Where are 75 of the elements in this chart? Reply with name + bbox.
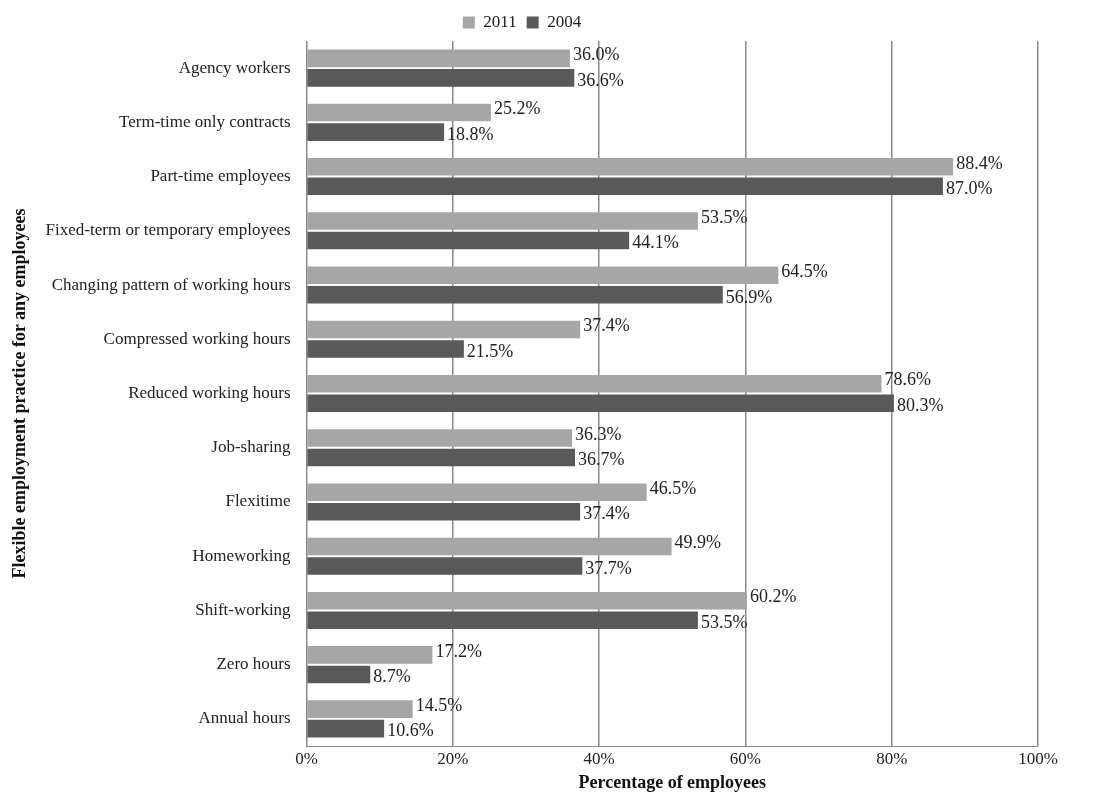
bar: [307, 483, 647, 501]
bar: [307, 286, 723, 304]
bar: [307, 394, 894, 413]
data-label: 36.6%: [577, 69, 624, 90]
bar: [307, 340, 464, 358]
bar: [307, 177, 943, 196]
data-label: 88.4%: [956, 152, 1003, 173]
bar: [307, 719, 385, 738]
x-tick-label: 60%: [729, 748, 762, 768]
data-label: 8.7%: [373, 666, 411, 687]
bar: [307, 158, 954, 176]
bar: [307, 665, 371, 684]
bar: [307, 646, 433, 664]
x-tick-label: 0%: [295, 748, 318, 768]
data-label: 37.4%: [583, 503, 630, 524]
bar: [307, 591, 747, 610]
data-label: 87.0%: [945, 178, 993, 199]
bar: [307, 212, 698, 230]
y-tick-label: Shift-working: [195, 599, 292, 619]
data-label: 46.5%: [649, 477, 697, 498]
y-axis-title: Flexible employment practice for any employees: [9, 208, 30, 579]
data-label: 36.0%: [572, 44, 620, 65]
y-tick-label: Fixed-term or temporary employees: [45, 220, 291, 240]
x-axis-title: Percentage of employees: [578, 771, 767, 792]
x-tick-label: 100%: [1018, 748, 1058, 768]
bar: [307, 429, 573, 447]
bar: [307, 448, 576, 467]
data-label: 17.2%: [435, 640, 482, 661]
bar: [307, 103, 491, 122]
data-label: 37.7%: [585, 557, 632, 578]
y-tick-label: Changing pattern of working hours: [51, 274, 291, 294]
x-tick-label: 40%: [583, 748, 615, 768]
data-label: 44.1%: [632, 232, 679, 253]
data-label: 53.5%: [700, 206, 748, 227]
data-label: 10.6%: [387, 720, 434, 741]
bar: [307, 502, 581, 521]
data-label: 14.5%: [415, 694, 463, 715]
y-tick-label: Zero hours: [216, 654, 291, 674]
data-label: 64.5%: [781, 261, 828, 282]
bar: [307, 537, 672, 556]
bar: [307, 374, 882, 393]
bar: [307, 69, 575, 87]
bar: [307, 611, 698, 629]
data-label: 21.5%: [466, 340, 514, 361]
bar: [307, 266, 779, 285]
y-tick-label: Part-time employees: [150, 166, 291, 186]
bar: [307, 320, 581, 339]
bar: [307, 49, 570, 68]
data-label: 25.2%: [493, 98, 541, 119]
y-tick-label: Job-sharing: [211, 437, 292, 457]
y-tick-label: Compressed working hours: [103, 328, 291, 348]
y-tick-label: Reduced working hours: [128, 382, 291, 402]
y-tick-label: Agency workers: [178, 57, 291, 77]
bar: [307, 557, 583, 575]
data-label: 60.2%: [749, 586, 797, 607]
data-label: 49.9%: [674, 532, 722, 553]
data-label: 18.8%: [447, 123, 494, 144]
bar: [307, 700, 413, 718]
data-label: 56.9%: [725, 286, 773, 307]
x-tick-label: 20%: [437, 748, 469, 768]
data-label: 36.7%: [578, 449, 625, 470]
data-label: 36.3%: [575, 423, 622, 444]
legend-label: 2011: [483, 11, 517, 31]
legend-label: 2004: [547, 11, 582, 31]
bar: [307, 123, 445, 141]
y-tick-label: Annual hours: [198, 708, 291, 728]
data-label: 37.4%: [583, 315, 630, 336]
data-label: 78.6%: [884, 369, 931, 390]
data-label: 80.3%: [896, 395, 944, 415]
y-tick-label: Homeworking: [192, 545, 292, 565]
x-tick-label: 80%: [876, 748, 908, 768]
y-tick-label: Term-time only contracts: [119, 111, 291, 131]
y-tick-label: Flexitime: [225, 491, 291, 511]
data-label: 53.5%: [700, 611, 748, 632]
bar: [307, 231, 630, 250]
